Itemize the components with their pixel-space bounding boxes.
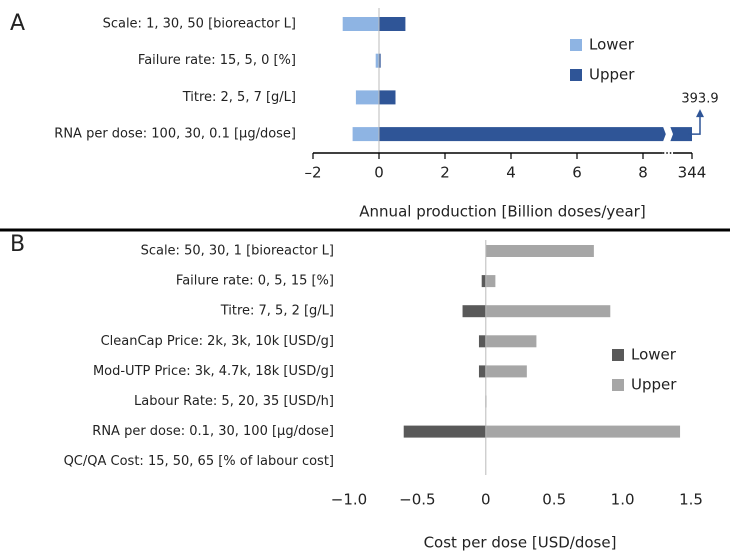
x-tick-label: –2 bbox=[304, 164, 321, 182]
legend-label: Lower bbox=[631, 346, 677, 364]
bar bbox=[403, 425, 486, 438]
bar bbox=[478, 335, 486, 348]
panel-letter: B bbox=[10, 232, 25, 257]
x-axis-title: Annual production [Billion doses/year] bbox=[359, 203, 645, 221]
x-tick-label: −1.0 bbox=[331, 491, 367, 509]
bar bbox=[375, 53, 379, 68]
x-tick-label: 1.0 bbox=[611, 491, 635, 509]
bar bbox=[379, 17, 406, 31]
x-tick-label: 1.5 bbox=[679, 491, 703, 509]
category-label: Labour Rate: 5, 20, 35 [USD/h] bbox=[134, 394, 334, 409]
category-label: CleanCap Price: 2k, 3k, 10k [USD/g] bbox=[101, 334, 334, 349]
x-tick-label: 4 bbox=[506, 164, 516, 182]
bar bbox=[379, 90, 396, 105]
category-label: Scale: 1, 30, 50 [bioreactor L] bbox=[103, 17, 296, 32]
bar bbox=[485, 425, 681, 438]
x-tick-label: 0 bbox=[481, 491, 491, 509]
category-label: RNA per dose: 0.1, 30, 100 [µg/dose] bbox=[92, 424, 334, 439]
bar bbox=[342, 17, 379, 31]
category-label: Scale: 50, 30, 1 [bioreactor L] bbox=[141, 244, 334, 259]
category-label: Failure rate: 0, 5, 15 [%] bbox=[176, 274, 334, 289]
annotation-arrow bbox=[688, 115, 701, 135]
bar bbox=[485, 365, 527, 378]
panel-letter: A bbox=[10, 11, 25, 36]
x-tick-label: 2 bbox=[440, 164, 450, 182]
x-tick-label: −0.5 bbox=[399, 491, 435, 509]
category-label: Failure rate: 15, 5, 0 [%] bbox=[138, 53, 296, 68]
legend-swatch bbox=[612, 349, 624, 361]
x-axis-title: Cost per dose [USD/dose] bbox=[424, 534, 617, 552]
annotation-arrowhead bbox=[696, 109, 704, 118]
bars bbox=[403, 245, 681, 438]
value-label: 393.9 bbox=[681, 92, 718, 107]
bar bbox=[485, 305, 611, 318]
bar bbox=[379, 53, 381, 68]
bars bbox=[342, 17, 692, 142]
break-gap bbox=[662, 126, 673, 143]
category-label: Titre: 2, 5, 7 [g/L] bbox=[182, 90, 296, 105]
x-tick-label: 6 bbox=[572, 164, 582, 182]
category-label: Mod-UTP Price: 3k, 4.7k, 18k [USD/g] bbox=[93, 364, 334, 379]
bar bbox=[462, 305, 486, 318]
legend-label: Upper bbox=[631, 376, 677, 394]
x-tick-label: 0 bbox=[374, 164, 384, 182]
x-tick-label: 8 bbox=[638, 164, 648, 182]
bar bbox=[481, 275, 486, 288]
bar bbox=[478, 365, 486, 378]
bar bbox=[355, 90, 379, 105]
legend-swatch bbox=[612, 379, 624, 391]
x-tick-label: 0.5 bbox=[542, 491, 566, 509]
bar bbox=[485, 275, 496, 288]
bar bbox=[485, 335, 537, 348]
category-label: Titre: 7, 5, 2 [g/L] bbox=[220, 304, 334, 319]
legend-swatch bbox=[570, 69, 582, 81]
category-label: QC/QA Cost: 15, 50, 65 [% of labour cost… bbox=[64, 454, 334, 469]
bar bbox=[352, 127, 379, 142]
bar bbox=[485, 245, 594, 257]
category-label: RNA per dose: 100, 30, 0.1 [µg/dose] bbox=[54, 127, 296, 142]
x-tick-label: 344 bbox=[678, 164, 707, 182]
legend-swatch bbox=[570, 39, 582, 51]
bar bbox=[379, 127, 692, 142]
legend-label: Lower bbox=[589, 36, 635, 54]
legend-label: Upper bbox=[589, 66, 635, 84]
